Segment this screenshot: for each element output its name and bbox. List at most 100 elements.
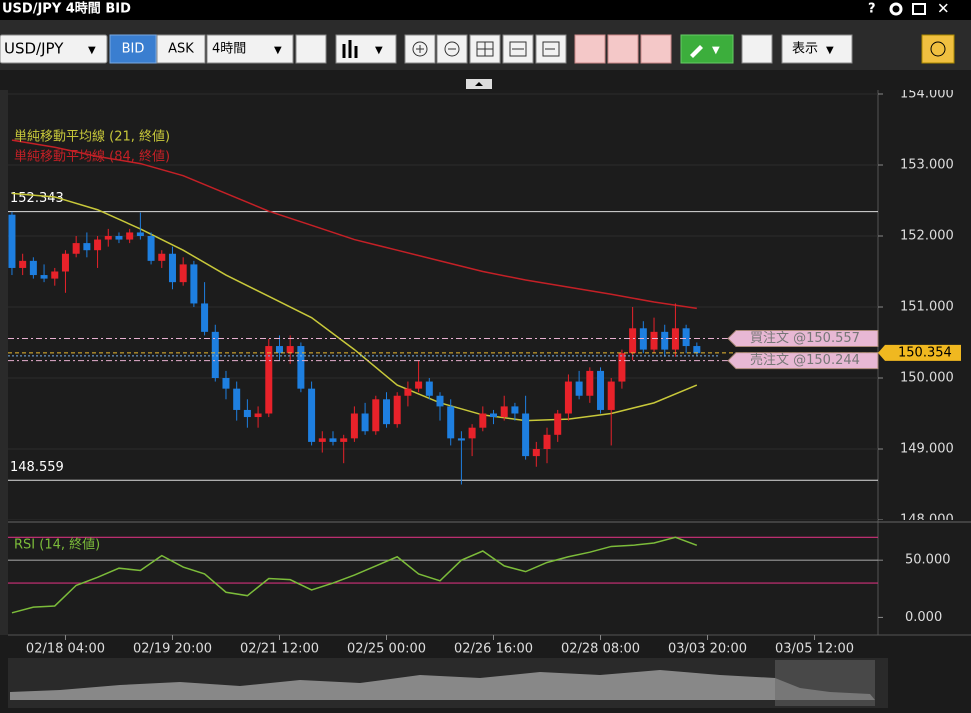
- candle-body: [425, 381, 433, 396]
- crosshair-icon: [930, 41, 946, 57]
- indicator-line: [11, 139, 697, 310]
- overlay: 単純移動平均線 (21, 終値) 単純移動平均線 (84, 終値) 買注文 @150…: [14, 129, 961, 657]
- title-bar: [0, 0, 971, 20]
- order-tag: [727, 329, 879, 347]
- settings-button[interactable]: [889, 2, 903, 16]
- last-price-label: 150.354: [898, 345, 952, 360]
- candle-body: [201, 303, 209, 332]
- ask-text: ASK: [168, 42, 194, 57]
- indicator-line: [11, 536, 698, 614]
- candle-body: [468, 427, 476, 439]
- last-price-tag: [878, 344, 961, 361]
- y-tick-label: 149.000: [900, 442, 954, 457]
- indicator-line: [11, 192, 698, 422]
- candle-body: [126, 232, 134, 240]
- candle-body: [211, 331, 219, 378]
- candle-body: [479, 413, 487, 428]
- y-tick-label: 0.000: [905, 610, 942, 625]
- legend-entry: 単純移動平均線 (84, 終値): [14, 149, 170, 165]
- candle-body: [104, 236, 112, 240]
- candle-body: [393, 395, 401, 425]
- candle-body: [115, 236, 123, 240]
- candle-body: [404, 388, 412, 396]
- y-tick-label: 153.000: [900, 158, 954, 173]
- bid-button[interactable]: [109, 34, 157, 64]
- candle-body: [457, 438, 465, 441]
- pen-button[interactable]: [680, 34, 734, 64]
- y-tick-label: 151.000: [900, 300, 954, 315]
- draw-button[interactable]: [574, 34, 606, 64]
- candle-body: [693, 346, 701, 354]
- candle-body: [190, 264, 198, 304]
- candle-body: [147, 236, 155, 261]
- candle-body: [532, 449, 540, 457]
- left-edge: [0, 90, 8, 635]
- candle-body: [158, 253, 166, 261]
- crosshair-button[interactable]: [921, 34, 955, 64]
- candle-body: [83, 243, 91, 251]
- candle-body: [19, 260, 27, 268]
- legend-entry: 単純移動平均線 (21, 終値): [14, 129, 170, 145]
- x-tick-label: 03/05 12:00: [775, 642, 854, 657]
- candle-body: [436, 395, 444, 407]
- icon: [412, 41, 428, 57]
- chart-type-select[interactable]: [335, 34, 397, 64]
- candle-body: [318, 438, 326, 442]
- bid-text: BID: [122, 42, 145, 57]
- candle-body: [329, 438, 337, 442]
- candle-body: [297, 346, 305, 389]
- x-tick-label: 02/18 04:00: [26, 642, 105, 657]
- candle-body: [308, 388, 316, 442]
- candle-body: [168, 253, 176, 283]
- indicator-button[interactable]: [741, 34, 773, 64]
- candle-body: [51, 271, 59, 279]
- candle-body: [682, 328, 690, 347]
- collapse-arrow: [475, 82, 483, 86]
- candle-body: [618, 353, 626, 382]
- candle-body: [661, 331, 669, 350]
- restore-button[interactable]: [912, 3, 926, 15]
- candle-body: [447, 406, 455, 439]
- candle-body: [543, 434, 551, 449]
- navigator-area: [10, 670, 875, 700]
- symbol-text: USD/JPY: [4, 40, 64, 58]
- draw-button[interactable]: [607, 34, 639, 64]
- candle-body: [340, 438, 348, 442]
- link-button[interactable]: [295, 34, 327, 64]
- candle-body: [8, 214, 16, 268]
- symbol-select[interactable]: [0, 34, 108, 64]
- candle-body: [94, 239, 102, 251]
- candle-body: [511, 406, 519, 414]
- view-button[interactable]: [781, 34, 853, 64]
- candle-body: [586, 370, 594, 396]
- ask-button[interactable]: [156, 34, 206, 64]
- candle-body: [490, 413, 498, 418]
- legend-entry: RSI (14, 終値): [14, 537, 100, 553]
- candle-body: [597, 370, 605, 410]
- help-button[interactable]: ?: [868, 2, 876, 17]
- draw-button[interactable]: [640, 34, 672, 64]
- dropdown-arrow: ▼: [375, 45, 383, 56]
- candle-body: [564, 381, 572, 414]
- y-tick-label: 154.000: [900, 87, 954, 102]
- candle-body: [61, 253, 69, 272]
- candle-body: [136, 232, 144, 236]
- y-tick-label: 150.000: [900, 371, 954, 386]
- timeframe-text: 4時間: [212, 42, 246, 57]
- timeframe-select[interactable]: [206, 34, 294, 64]
- y-tick-label: 148.000: [900, 513, 954, 528]
- dropdown-arrow: ▼: [88, 45, 96, 56]
- icon: [444, 41, 460, 57]
- navigator-window[interactable]: [775, 660, 875, 706]
- candle-body: [179, 264, 187, 283]
- x-tick-label: 02/21 12:00: [240, 642, 319, 657]
- x-tick-label: 02/28 08:00: [561, 642, 640, 657]
- close-button[interactable]: ✕: [937, 0, 950, 18]
- candle-body: [254, 413, 262, 418]
- candle-body: [29, 260, 37, 276]
- candle-body: [361, 413, 369, 432]
- candle-body: [415, 381, 423, 389]
- rsi-panel: 0.000 50.000: [8, 536, 951, 625]
- x-tick-label: 02/19 20:00: [133, 642, 212, 657]
- order-tag: [727, 352, 879, 370]
